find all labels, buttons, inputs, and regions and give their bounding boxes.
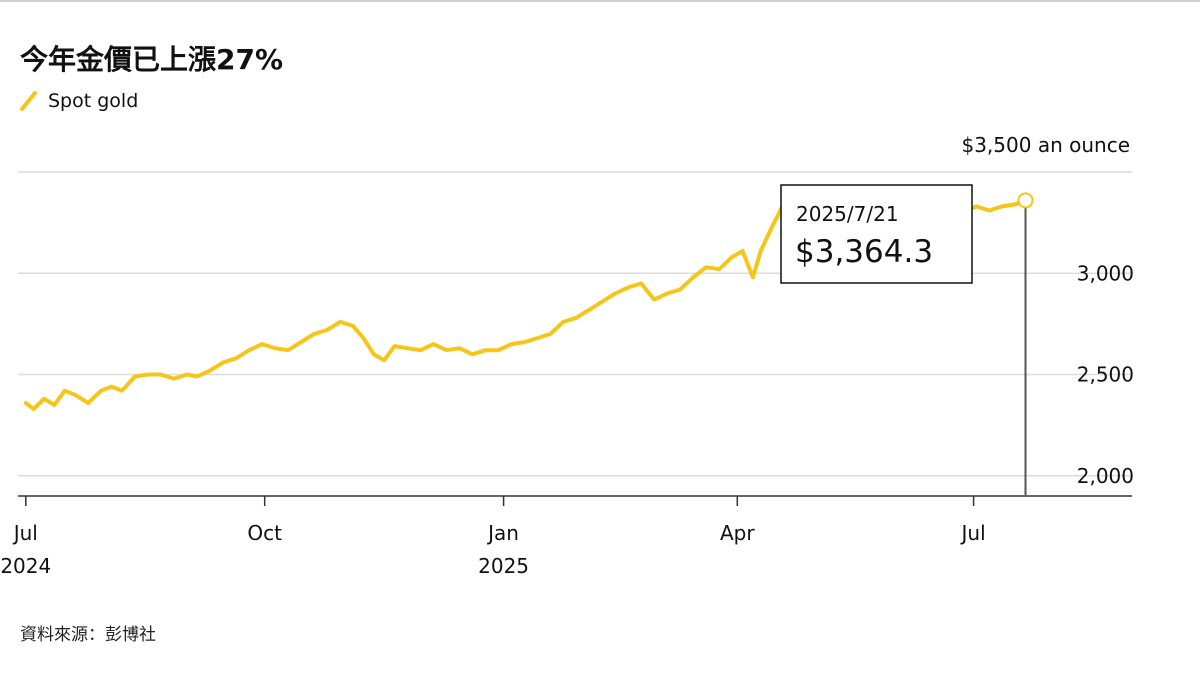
data-point: [1000, 204, 1004, 208]
data-point: [419, 348, 422, 352]
data-point: [639, 281, 643, 285]
data-point: [24, 401, 28, 405]
data-point: [974, 204, 978, 208]
data-point: [574, 316, 578, 320]
data-point: [445, 348, 448, 352]
y-tick-label: 2,500: [1077, 363, 1134, 387]
x-tick-label: Jan: [486, 521, 519, 545]
data-point: [535, 336, 539, 340]
tooltip-value: $3,364.3: [795, 234, 933, 270]
data-point: [351, 324, 355, 328]
data-point: [120, 389, 124, 393]
data-point: [730, 255, 734, 259]
y-unit-label: $3,500 an ounce: [961, 133, 1130, 157]
end-point-marker[interactable]: [1017, 192, 1034, 209]
data-point: [522, 340, 526, 344]
data-point: [741, 249, 744, 253]
data-point: [704, 265, 708, 269]
data-point: [86, 401, 90, 405]
data-point: [665, 292, 669, 295]
x-tick-label: Jul: [12, 521, 38, 545]
legend-line-icon: [20, 91, 37, 111]
data-point: [172, 377, 176, 381]
data-point: [717, 267, 721, 271]
data-point: [483, 348, 487, 352]
data-point: [457, 346, 461, 350]
data-point: [99, 389, 103, 393]
data-point: [52, 403, 56, 407]
chart-title: 今年金價已上漲27%: [20, 43, 284, 76]
tooltip: 2025/7/21 $3,364.3: [780, 184, 973, 284]
data-point: [987, 209, 991, 212]
data-point: [325, 328, 329, 332]
x-tick-sublabel: 2024: [0, 554, 51, 578]
data-point: [247, 348, 251, 352]
data-point: [751, 275, 755, 279]
x-tick-label: Apr: [720, 521, 755, 545]
data-point: [587, 308, 591, 312]
data-point: [652, 298, 656, 302]
data-point: [32, 407, 36, 411]
y-tick-label: 3,000: [1077, 261, 1134, 285]
data-point: [509, 342, 513, 346]
source-note: 資料來源：彭博社: [20, 625, 156, 645]
tooltip-date: 2025/7/21: [796, 202, 899, 226]
data-point: [299, 340, 303, 344]
data-point: [759, 249, 763, 253]
data-point: [42, 397, 46, 401]
x-tick-sublabel: 2025: [478, 554, 529, 578]
data-point: [146, 373, 150, 376]
data-point: [185, 373, 189, 376]
data-point: [234, 356, 238, 360]
data-point: [159, 373, 163, 376]
data-point: [338, 320, 342, 324]
x-tick-label: Jul: [960, 521, 986, 545]
legend-label: Spot gold: [48, 90, 139, 112]
data-point: [195, 375, 199, 378]
data-point: [626, 285, 630, 289]
data-point: [691, 275, 695, 279]
data-point: [133, 375, 137, 378]
data-point: [393, 344, 396, 348]
data-point: [361, 336, 365, 340]
data-point: [548, 332, 552, 336]
data-point: [561, 320, 565, 324]
data-point: [312, 332, 316, 336]
x-tick-label: Oct: [247, 521, 282, 545]
data-point: [470, 352, 474, 356]
data-point: [382, 358, 386, 362]
data-point: [260, 342, 264, 346]
top-rule: [0, 0, 1200, 2]
x-axis: Jul 2024 Oct Jan 2025 Apr Jul: [0, 495, 1132, 578]
tooltip-box: [780, 184, 973, 284]
data-point: [406, 346, 409, 350]
data-point: [73, 393, 77, 397]
data-point: [273, 346, 277, 350]
legend: Spot gold: [20, 90, 138, 112]
data-point: [286, 348, 290, 352]
y-tick-label: 2,000: [1077, 464, 1134, 488]
data-point: [769, 227, 773, 231]
data-point: [432, 342, 435, 346]
data-point: [600, 300, 604, 304]
y-axis-labels: 3,000 2,500 2,000: [1077, 261, 1134, 488]
data-point: [208, 368, 212, 372]
data-point: [1013, 202, 1017, 206]
data-point: [496, 348, 500, 352]
data-point: [63, 389, 67, 393]
data-point: [613, 292, 617, 295]
data-point: [678, 288, 682, 291]
data-point: [372, 352, 376, 356]
data-point: [221, 360, 225, 364]
data-point: [110, 385, 113, 389]
